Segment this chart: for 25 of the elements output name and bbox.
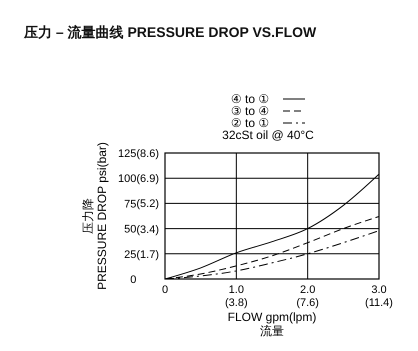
chart-title: 压力 – 流量曲线 PRESSURE DROP VS.FLOW: [23, 24, 318, 40]
y2-tick-label: (8.6): [136, 148, 159, 160]
y-tick-label: 125: [118, 148, 136, 160]
x2-tick-label: (7.6): [296, 297, 319, 309]
x2-tick-label: (3.8): [225, 297, 248, 309]
y-axis-title: 压力降 PRESSURE DROP psi(bar): [81, 142, 109, 290]
text: 32cSt oil @ 40°C: [222, 128, 314, 142]
y-tick-label: 50: [124, 224, 136, 236]
legend-label: ③ to ④: [230, 104, 270, 118]
y2-tick-label: (3.4): [136, 224, 159, 236]
x-tick-label: 3.0: [371, 284, 387, 296]
x-tick-label: 2.0: [300, 284, 316, 296]
y2-tick-label: (1.7): [136, 249, 159, 262]
y-tick-label: 75: [124, 198, 136, 210]
y-tick-label: 0: [130, 274, 136, 286]
x-tick-label: 1.0: [228, 284, 244, 296]
legend-label: ② to ①: [230, 116, 270, 130]
y-tick-label: 100: [118, 173, 136, 186]
y2-tick-label: (5.2): [136, 198, 159, 210]
legend-label: ④ to ①: [230, 92, 270, 106]
y2-tick-label: (6.9): [136, 172, 159, 185]
x-tick-label: 0: [162, 284, 168, 296]
x2-tick-label: (11.4): [365, 297, 393, 309]
y-tick-label: 25: [124, 248, 136, 261]
x-axis-title: FLOW gpm(lpm) 流量: [228, 310, 316, 338]
